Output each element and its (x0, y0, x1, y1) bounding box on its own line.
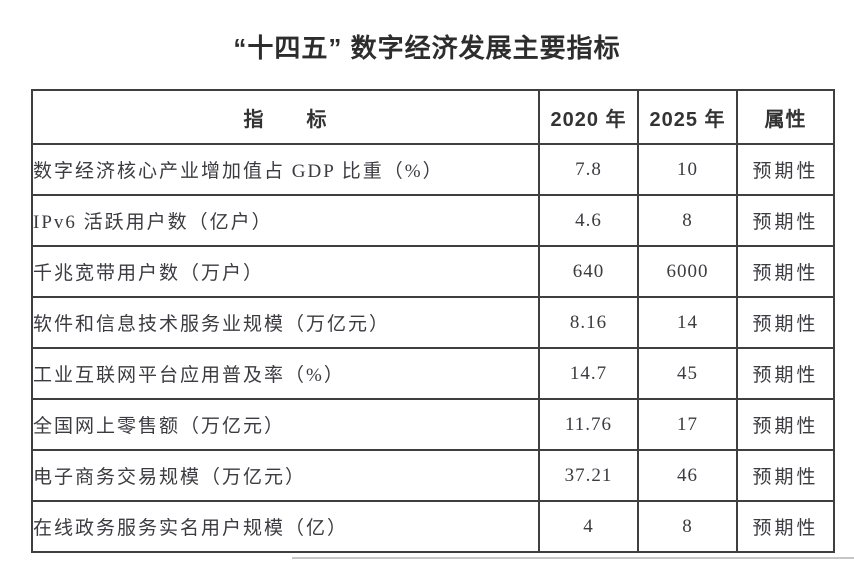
page-title: “十四五” 数字经济发展主要指标 (233, 33, 621, 63)
table-header-row: 指 标 2020 年 2025 年 属性 (31, 89, 835, 145)
value-2020: 11.76 (538, 398, 639, 451)
value-2020: 8.16 (538, 296, 639, 349)
table-row: 全国网上零售额（万亿元） 11.76 17 预期性 (31, 398, 835, 451)
value-2025: 46 (637, 449, 738, 502)
table-row: 软件和信息技术服务业规模（万亿元） 8.16 14 预期性 (31, 296, 835, 349)
indicator-name: 软件和信息技术服务业规模（万亿元） (31, 296, 540, 349)
attribute-value: 预期性 (736, 194, 835, 247)
attribute-value: 预期性 (736, 347, 835, 400)
attribute-value: 预期性 (736, 245, 835, 298)
value-2025: 8 (637, 194, 738, 247)
indicator-name: 全国网上零售额（万亿元） (31, 398, 540, 451)
value-2025: 6000 (637, 245, 738, 298)
attribute-value: 预期性 (736, 143, 835, 196)
value-2020: 7.8 (538, 143, 639, 196)
indicator-name: 数字经济核心产业增加值占 GDP 比重（%） (31, 143, 540, 196)
attribute-value: 预期性 (736, 296, 835, 349)
table-row: 电子商务交易规模（万亿元） 37.21 46 预期性 (31, 449, 835, 502)
indicator-name: 电子商务交易规模（万亿元） (31, 449, 540, 502)
indicator-name: 千兆宽带用户数（万户） (31, 245, 540, 298)
table-row: IPv6 活跃用户数（亿户） 4.6 8 预期性 (31, 194, 835, 247)
table-row: 工业互联网平台应用普及率（%） 14.7 45 预期性 (31, 347, 835, 400)
value-2025: 45 (637, 347, 738, 400)
indicator-name: 在线政务服务实名用户规模（亿） (31, 500, 540, 553)
header-2025: 2025 年 (637, 89, 738, 145)
indicator-name: IPv6 活跃用户数（亿户） (31, 194, 540, 247)
table-row: 千兆宽带用户数（万户） 640 6000 预期性 (31, 245, 835, 298)
value-2025: 10 (637, 143, 738, 196)
indicators-table: 指 标 2020 年 2025 年 属性 数字经济核心产业增加值占 GDP 比重… (31, 89, 835, 553)
attribute-value: 预期性 (736, 398, 835, 451)
value-2025: 8 (637, 500, 738, 553)
table-row: 在线政务服务实名用户规模（亿） 4 8 预期性 (31, 500, 835, 553)
value-2020: 14.7 (538, 347, 639, 400)
header-attribute: 属性 (736, 89, 835, 145)
header-indicator: 指 标 (31, 89, 540, 145)
value-2025: 14 (637, 296, 738, 349)
value-2020: 640 (538, 245, 639, 298)
table-row: 数字经济核心产业增加值占 GDP 比重（%） 7.8 10 预期性 (31, 143, 835, 196)
value-2020: 37.21 (538, 449, 639, 502)
attribute-value: 预期性 (736, 500, 835, 553)
indicator-name: 工业互联网平台应用普及率（%） (31, 347, 540, 400)
header-2020: 2020 年 (538, 89, 639, 145)
value-2020: 4.6 (538, 194, 639, 247)
attribute-value: 预期性 (736, 449, 835, 502)
scan-artifact-line (292, 557, 854, 559)
value-2025: 17 (637, 398, 738, 451)
value-2020: 4 (538, 500, 639, 553)
